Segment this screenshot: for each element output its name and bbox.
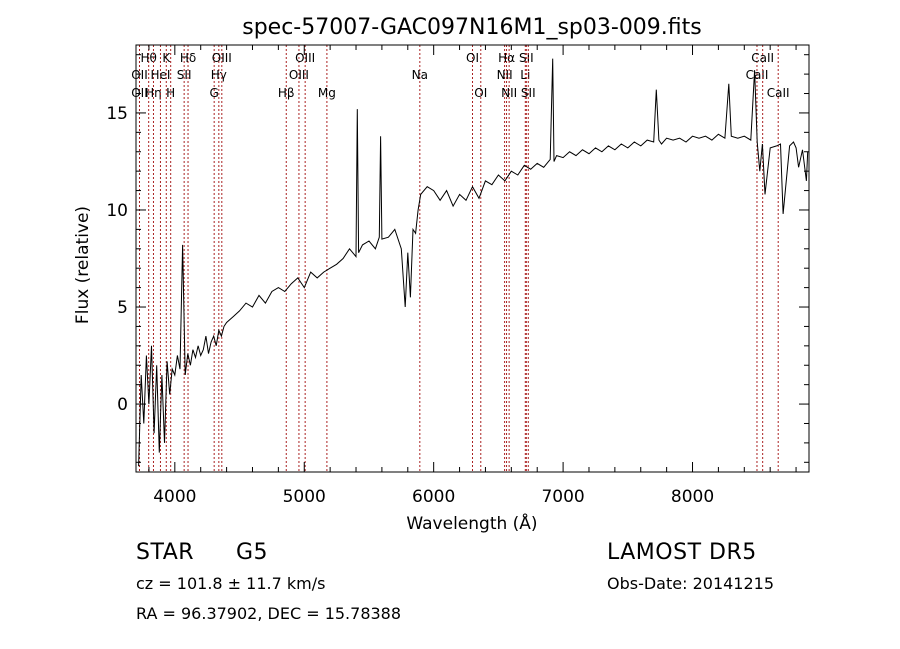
marker-label: CaII: [746, 68, 769, 82]
spectrum-line: [138, 58, 809, 467]
spectral-line-markers: OIIOIIHθHηHeIKHSIIHδGHγOIIIHβOIIIOIIIMgN…: [131, 45, 790, 472]
y-tick-label: 15: [106, 104, 128, 124]
marker-label: HeI: [150, 68, 170, 82]
object-class: STAR: [136, 540, 195, 565]
marker-label: OIII: [289, 68, 309, 82]
axes: 4000 5000 6000 7000 8000 0 5 10 15: [106, 45, 809, 507]
y-tick-label: 0: [117, 395, 128, 415]
marker-label: SII: [519, 51, 534, 65]
marker-label: Hη: [145, 86, 162, 100]
marker-label: G: [210, 86, 219, 100]
marker-label: OI: [474, 86, 487, 100]
marker-label: Hα: [498, 51, 515, 65]
marker-label: NII: [501, 86, 517, 100]
survey-name: LAMOST DR5: [607, 540, 757, 565]
y-tick-label: 5: [117, 298, 128, 318]
marker-label: Na: [412, 68, 428, 82]
x-tick-label: 8000: [671, 487, 714, 507]
marker-label: OIII: [295, 51, 315, 65]
marker-label: Hβ: [278, 86, 295, 100]
plot-frame: [135, 44, 810, 473]
x-axis-label: Wavelength (Å): [406, 512, 537, 534]
marker-label: Mg: [318, 86, 336, 100]
x-tick-label: 4000: [153, 487, 196, 507]
chart-title: spec-57007-GAC097N16M1_sp03-009.fits: [242, 15, 702, 40]
marker-label: OII: [131, 86, 148, 100]
x-tick-label: 7000: [541, 487, 584, 507]
marker-label: CaII: [767, 86, 790, 100]
marker-label: SII: [177, 68, 192, 82]
marker-label: Hθ: [140, 51, 156, 65]
marker-label: Hδ: [180, 51, 196, 65]
marker-label: K: [162, 51, 171, 65]
spectrum-series: [138, 58, 809, 467]
coordinates: RA = 96.37902, DEC = 15.78388: [136, 604, 402, 623]
marker-label: H: [166, 86, 175, 100]
x-tick-label: 6000: [412, 487, 455, 507]
y-tick-label: 10: [106, 201, 128, 221]
marker-label: Hγ: [211, 68, 227, 82]
obs-date: Obs-Date: 20141215: [607, 574, 775, 593]
marker-label: CaII: [751, 51, 774, 65]
y-axis-label: Flux (relative): [73, 206, 93, 324]
object-subclass: G5: [236, 540, 269, 565]
x-tick-label: 5000: [283, 487, 326, 507]
marker-label: SII: [521, 86, 536, 100]
marker-label: OI: [466, 51, 479, 65]
marker-label: OIII: [212, 51, 232, 65]
redshift-info: cz = 101.8 ± 11.7 km/s: [136, 574, 326, 593]
marker-label: Li: [520, 68, 530, 82]
marker-label: NII: [497, 68, 513, 82]
